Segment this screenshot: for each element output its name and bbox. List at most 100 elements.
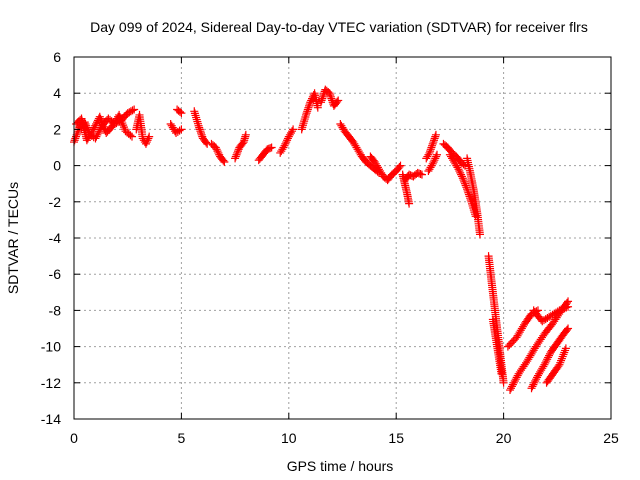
data-point xyxy=(233,147,242,156)
data-point xyxy=(497,369,506,378)
data-point xyxy=(90,123,99,132)
data-point xyxy=(318,94,327,103)
data-point xyxy=(326,92,335,101)
data-point xyxy=(74,127,83,136)
data-point xyxy=(197,130,206,139)
data-point xyxy=(562,325,571,334)
x-tick-label: 25 xyxy=(603,430,619,446)
data-point xyxy=(506,386,515,395)
data-point xyxy=(319,91,328,100)
data-point xyxy=(298,123,307,132)
data-point xyxy=(457,172,466,181)
data-point xyxy=(431,132,440,141)
data-point xyxy=(562,298,571,307)
data-point xyxy=(303,105,312,114)
data-point xyxy=(175,126,184,135)
data-point xyxy=(326,91,335,100)
data-point xyxy=(190,107,199,116)
chart-title: Day 099 of 2024, Sidereal Day-to-day VTE… xyxy=(90,19,588,35)
data-point xyxy=(427,161,436,170)
data-point xyxy=(283,134,292,143)
data-point xyxy=(511,375,520,384)
data-point xyxy=(303,107,312,116)
data-point xyxy=(430,134,439,143)
data-point xyxy=(456,168,465,177)
data-point xyxy=(405,199,414,208)
data-point xyxy=(506,384,515,393)
data-point xyxy=(142,138,151,147)
data-point xyxy=(455,167,464,176)
data-point xyxy=(288,127,297,136)
data-point xyxy=(425,148,434,157)
data-point xyxy=(282,138,291,147)
data-point xyxy=(300,117,309,126)
y-tick-label: 6 xyxy=(53,49,61,65)
data-point xyxy=(298,121,307,130)
data-point xyxy=(527,384,536,393)
data-point xyxy=(97,116,106,125)
data-point xyxy=(115,110,124,119)
data-point xyxy=(432,152,441,161)
axis-ticks xyxy=(73,56,612,420)
data-point xyxy=(280,141,289,150)
data-point xyxy=(557,305,566,314)
data-point xyxy=(301,110,310,119)
data-point xyxy=(192,113,201,122)
data-point xyxy=(115,112,124,121)
data-point xyxy=(431,154,440,163)
data-point xyxy=(561,344,570,353)
data-point xyxy=(453,163,462,172)
data-point xyxy=(428,141,437,150)
data-point xyxy=(430,156,439,165)
data-point xyxy=(313,103,322,112)
data-point xyxy=(126,131,135,140)
y-tick-label: -12 xyxy=(41,375,61,391)
data-point xyxy=(283,136,292,145)
data-point xyxy=(88,127,97,136)
data-point xyxy=(428,159,437,168)
data-point xyxy=(96,114,105,123)
data-point xyxy=(458,174,467,183)
data-point xyxy=(532,375,541,384)
data-point xyxy=(194,121,203,130)
data-point xyxy=(307,96,316,105)
data-point xyxy=(281,139,290,148)
data-point xyxy=(193,119,202,128)
data-point xyxy=(128,106,137,115)
data-point xyxy=(73,129,82,138)
data-point xyxy=(118,119,127,128)
data-point xyxy=(429,157,438,166)
data-point xyxy=(553,307,562,316)
data-point xyxy=(465,192,474,201)
data-point xyxy=(71,134,80,143)
data-point xyxy=(499,378,508,387)
data-point xyxy=(556,358,565,367)
data-point xyxy=(530,378,539,387)
data-point xyxy=(175,107,184,116)
data-point xyxy=(561,346,570,355)
data-point xyxy=(233,148,242,157)
data-point xyxy=(197,129,206,138)
data-point xyxy=(177,125,186,134)
data-point xyxy=(130,105,139,114)
data-point xyxy=(279,143,288,152)
data-point xyxy=(540,360,549,369)
y-tick-label: -8 xyxy=(49,302,62,318)
data-point xyxy=(98,118,107,127)
x-tick-label: 15 xyxy=(388,430,404,446)
data-point xyxy=(302,109,311,118)
data-point xyxy=(461,181,470,190)
data-point xyxy=(145,132,154,141)
data-point xyxy=(428,139,437,148)
data-point xyxy=(119,121,128,130)
data-point xyxy=(116,114,125,123)
data-point xyxy=(433,150,442,159)
data-point xyxy=(426,147,435,156)
data-point xyxy=(545,351,554,360)
y-tick-labels: -14 -12 -10 -8 -6 -4 -2 0 2 4 6 xyxy=(41,49,61,427)
data-point xyxy=(460,179,469,188)
data-point xyxy=(177,109,186,118)
data-point xyxy=(211,143,220,152)
y-axis-title: SDTVAR / TECUs xyxy=(5,182,21,294)
y-tick-label: 0 xyxy=(53,158,61,174)
